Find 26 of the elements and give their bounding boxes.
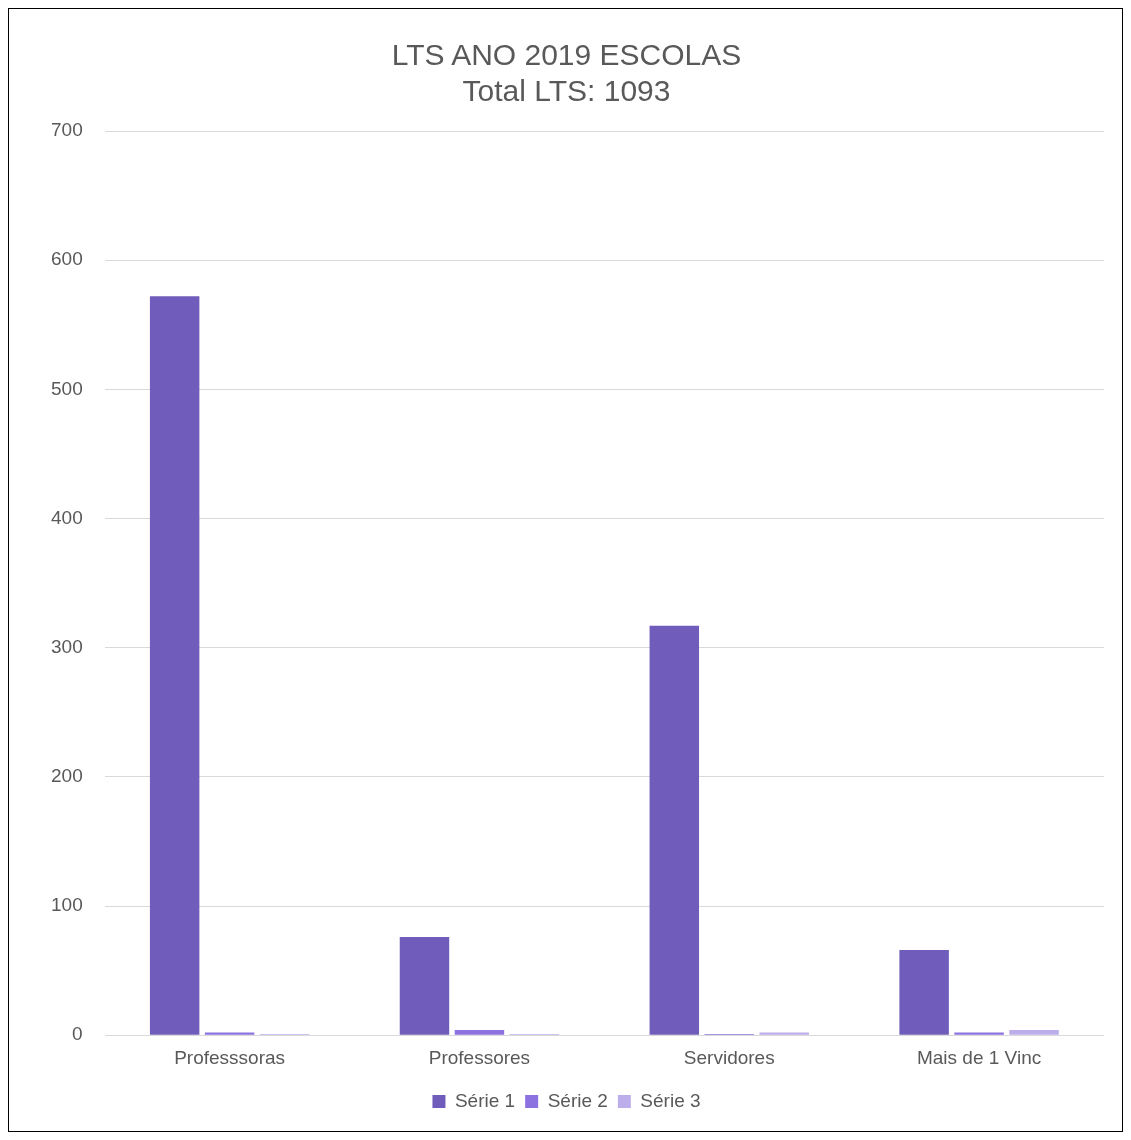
y-tick-label: 600 bbox=[51, 248, 83, 270]
bar bbox=[899, 949, 949, 1035]
legend-label: Série 3 bbox=[640, 1089, 701, 1111]
legend-label: Série 1 bbox=[454, 1089, 516, 1111]
bar bbox=[204, 1032, 255, 1035]
bar bbox=[399, 937, 450, 1035]
legend-label: Série 2 bbox=[547, 1089, 608, 1111]
x-tick-label: Professores bbox=[428, 1046, 531, 1068]
chart-title: LTS ANO 2019 ESCOLAS bbox=[391, 38, 742, 72]
x-tick-label: Mais de 1 Vinc bbox=[916, 1046, 1042, 1068]
x-tick-label: Servidores bbox=[683, 1046, 775, 1068]
bar bbox=[454, 1030, 505, 1035]
y-tick-label: 0 bbox=[72, 1023, 83, 1045]
bar bbox=[759, 1032, 809, 1035]
bar bbox=[1009, 1030, 1059, 1035]
bar bbox=[149, 296, 200, 1035]
chart-subtitle: Total LTS: 1093 bbox=[462, 74, 671, 108]
bar bbox=[649, 625, 700, 1035]
x-tick-label: Professsoras bbox=[174, 1046, 286, 1068]
y-tick-label: 700 bbox=[51, 119, 83, 141]
y-tick-label: 300 bbox=[51, 635, 83, 657]
bar bbox=[954, 1032, 1004, 1035]
y-tick-label: 100 bbox=[51, 894, 83, 916]
y-tick-label: 500 bbox=[51, 377, 83, 399]
y-tick-label: 400 bbox=[51, 506, 83, 528]
y-tick-label: 200 bbox=[51, 765, 83, 787]
